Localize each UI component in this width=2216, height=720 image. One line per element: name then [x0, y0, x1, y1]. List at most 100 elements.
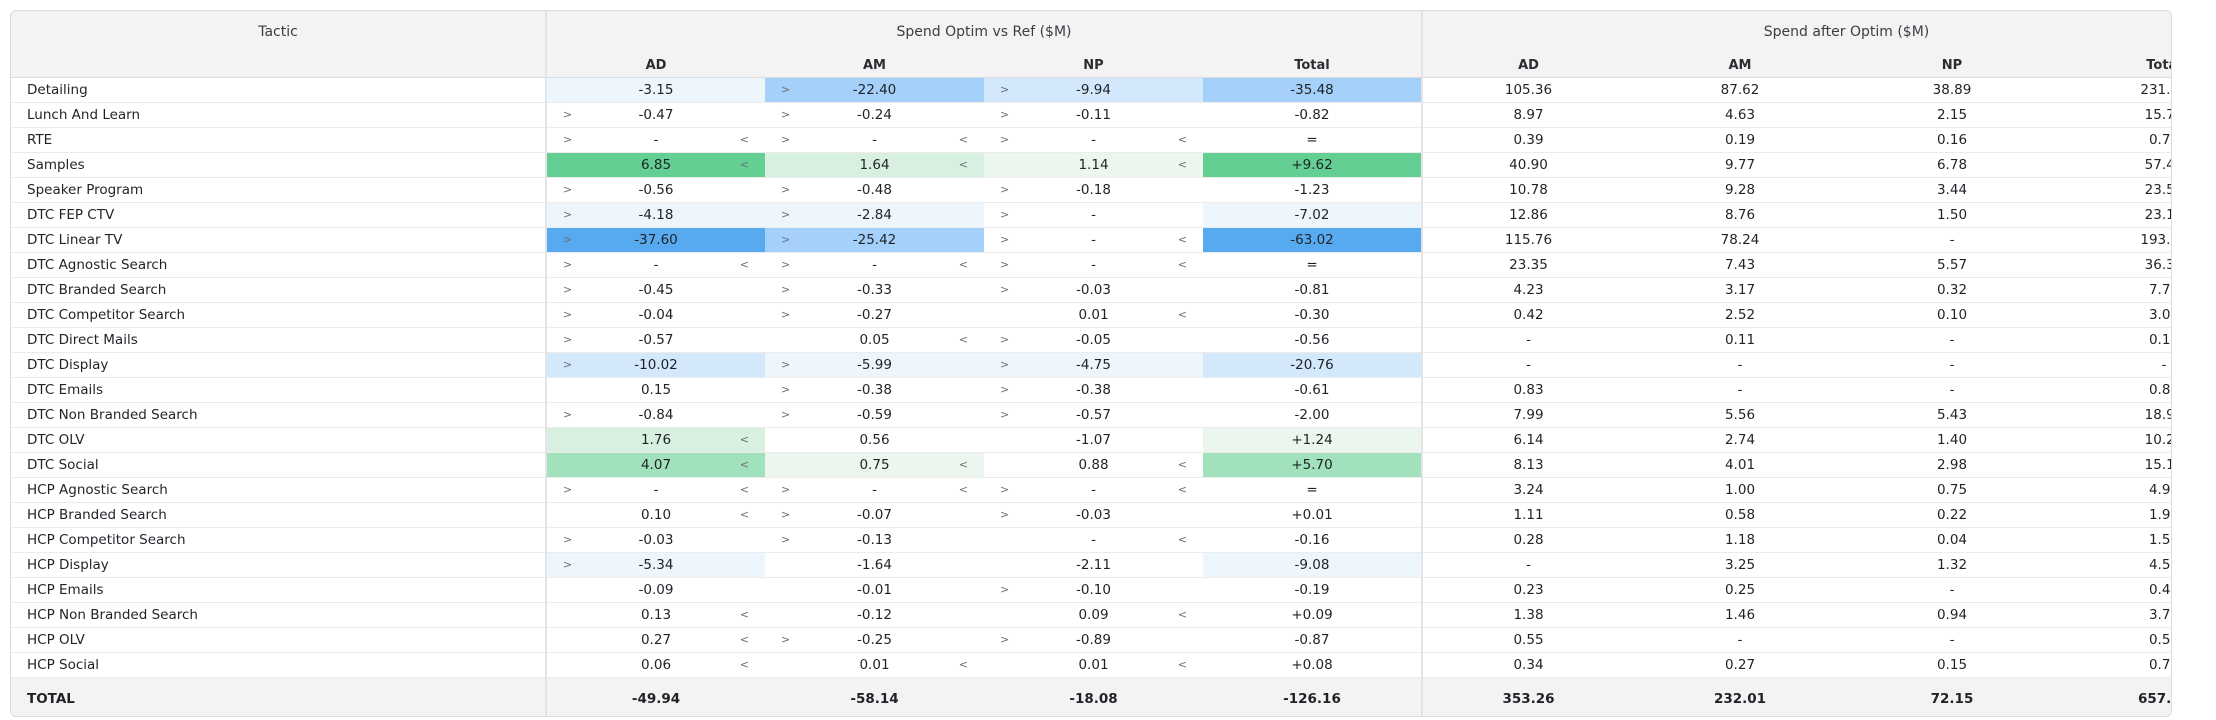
optim-cell-np[interactable]: 0.01 < — [984, 652, 1203, 678]
table-row[interactable]: DTC Non Branded Search > -0.84 > -0.59 > -0.57… — [11, 402, 2171, 428]
optim-cell-ad[interactable]: 0.13 < — [545, 602, 765, 628]
col-header-optim-np[interactable]: NP — [984, 53, 1203, 78]
optim-cell-am[interactable]: > - < — [765, 127, 984, 153]
decrease-arrow-icon[interactable]: < — [1177, 308, 1187, 321]
optim-cell-total[interactable]: +0.09 — [1203, 602, 1422, 628]
increase-arrow-icon[interactable]: > — [563, 408, 573, 421]
increase-arrow-icon[interactable]: > — [1000, 408, 1010, 421]
increase-arrow-icon[interactable]: > — [1000, 283, 1010, 296]
optim-cell-total[interactable]: -0.16 — [1203, 527, 1422, 553]
optim-cell-total[interactable]: -0.81 — [1203, 277, 1422, 303]
table-row[interactable]: DTC Social 4.07 <0.75 <0.88 < +5.70 8.13 4.01 2.… — [11, 452, 2171, 478]
decrease-arrow-icon[interactable]: < — [739, 258, 749, 271]
optim-cell-total[interactable]: -0.82 — [1203, 102, 1422, 128]
decrease-arrow-icon[interactable]: < — [739, 433, 749, 446]
increase-arrow-icon[interactable]: > — [781, 108, 791, 121]
increase-arrow-icon[interactable]: > — [563, 283, 573, 296]
optim-cell-am[interactable]: > - < — [765, 252, 984, 278]
optim-cell-ad[interactable]: > -0.47 — [545, 102, 765, 128]
optim-cell-np[interactable]: > - — [984, 202, 1203, 228]
optim-cell-total[interactable]: -63.02 — [1203, 227, 1422, 253]
increase-arrow-icon[interactable]: > — [1000, 183, 1010, 196]
col-header-optim-am[interactable]: AM — [765, 53, 984, 78]
optim-cell-np[interactable]: -1.07 — [984, 427, 1203, 453]
optim-cell-ad[interactable]: > - < — [545, 252, 765, 278]
optim-cell-am[interactable]: -0.12 — [765, 602, 984, 628]
increase-arrow-icon[interactable]: > — [563, 333, 573, 346]
optim-cell-ad[interactable]: 0.10 < — [545, 502, 765, 528]
optim-cell-ad[interactable]: > - < — [545, 477, 765, 503]
optim-cell-np[interactable]: > -0.57 — [984, 402, 1203, 428]
decrease-arrow-icon[interactable]: < — [1177, 608, 1187, 621]
increase-arrow-icon[interactable]: > — [1000, 583, 1010, 596]
increase-arrow-icon[interactable]: > — [781, 183, 791, 196]
increase-arrow-icon[interactable]: > — [781, 133, 791, 146]
increase-arrow-icon[interactable]: > — [1000, 633, 1010, 646]
optim-cell-np[interactable]: 0.09 < — [984, 602, 1203, 628]
increase-arrow-icon[interactable]: > — [781, 308, 791, 321]
col-header-after-ad[interactable]: AD — [1421, 53, 1634, 78]
optim-cell-total[interactable]: +0.08 — [1203, 652, 1422, 678]
optim-cell-ad[interactable]: > -5.34 — [545, 552, 765, 578]
increase-arrow-icon[interactable]: > — [563, 358, 573, 371]
optim-cell-total[interactable]: -2.00 — [1203, 402, 1422, 428]
increase-arrow-icon[interactable]: > — [781, 258, 791, 271]
decrease-arrow-icon[interactable]: < — [958, 458, 968, 471]
optim-cell-am[interactable]: 1.64 < — [765, 152, 984, 178]
optim-cell-total[interactable]: +1.24 — [1203, 427, 1422, 453]
optim-cell-total[interactable]: +9.62 — [1203, 152, 1422, 178]
table-row[interactable]: DTC FEP CTV > -4.18 > -2.84 > - -7.02 12.86 8.76 1… — [11, 202, 2171, 228]
increase-arrow-icon[interactable]: > — [563, 108, 573, 121]
optim-cell-ad[interactable]: -3.15 — [545, 77, 765, 103]
optim-cell-np[interactable]: > -0.05 — [984, 327, 1203, 353]
increase-arrow-icon[interactable]: > — [1000, 83, 1010, 96]
table-row[interactable]: DTC Direct Mails > -0.57 0.05 < > -0.05 -0.56-0… — [11, 327, 2171, 353]
decrease-arrow-icon[interactable]: < — [1177, 483, 1187, 496]
table-row[interactable]: HCP Emails -0.09 -0.01 > -0.10 -0.19 0.23 0.25-… — [11, 577, 2171, 603]
increase-arrow-icon[interactable]: > — [781, 283, 791, 296]
decrease-arrow-icon[interactable]: < — [739, 158, 749, 171]
decrease-arrow-icon[interactable]: < — [1177, 658, 1187, 671]
table-row[interactable]: Lunch And Learn > -0.47 > -0.24 > -0.11 -0.82 8.… — [11, 102, 2171, 128]
optim-cell-np[interactable]: > -0.89 — [984, 627, 1203, 653]
optim-cell-am[interactable]: > -0.48 — [765, 177, 984, 203]
optim-cell-np[interactable]: 0.88 < — [984, 452, 1203, 478]
increase-arrow-icon[interactable]: > — [563, 258, 573, 271]
optim-cell-total[interactable]: -0.87 — [1203, 627, 1422, 653]
increase-arrow-icon[interactable]: > — [563, 208, 573, 221]
optim-cell-np[interactable]: 1.14 < — [984, 152, 1203, 178]
optim-cell-ad[interactable]: > -4.18 — [545, 202, 765, 228]
optim-cell-ad[interactable]: 0.27 < — [545, 627, 765, 653]
optim-cell-total[interactable]: -9.08 — [1203, 552, 1422, 578]
optim-cell-np[interactable]: > -0.03 — [984, 502, 1203, 528]
table-row[interactable]: Samples 6.85 <1.64 <1.14 < +9.62 40.90 9.77 6.78… — [11, 152, 2171, 178]
optim-cell-ad[interactable]: > -0.45 — [545, 277, 765, 303]
optim-cell-ad[interactable]: > -37.60 — [545, 227, 765, 253]
optim-cell-ad[interactable]: > -0.56 — [545, 177, 765, 203]
increase-arrow-icon[interactable]: > — [1000, 508, 1010, 521]
optim-cell-am[interactable]: > -25.42 — [765, 227, 984, 253]
optim-cell-total[interactable]: = — [1203, 127, 1422, 153]
decrease-arrow-icon[interactable]: < — [1177, 158, 1187, 171]
table-row[interactable]: HCP Social 0.06 <0.01 <0.01 < +0.08 0.34 0.27 0.… — [11, 652, 2171, 678]
optim-cell-ad[interactable]: -0.09 — [545, 577, 765, 603]
optim-cell-am[interactable]: 0.05 < — [765, 327, 984, 353]
increase-arrow-icon[interactable]: > — [563, 533, 573, 546]
decrease-arrow-icon[interactable]: < — [958, 258, 968, 271]
decrease-arrow-icon[interactable]: < — [739, 458, 749, 471]
increase-arrow-icon[interactable]: > — [1000, 383, 1010, 396]
table-row[interactable]: Speaker Program > -0.56 > -0.48 > -0.18 -1.23 10… — [11, 177, 2171, 203]
increase-arrow-icon[interactable]: > — [563, 558, 573, 571]
table-row[interactable]: DTC Display > -10.02 > -5.99 > -4.75 -20.76- - - - — [11, 352, 2171, 378]
table-row[interactable]: DTC OLV 1.76 <0.56 -1.07 +1.24 6.14 2.74 1.40 10… — [11, 427, 2171, 453]
optim-cell-ad[interactable]: > -0.04 — [545, 302, 765, 328]
optim-cell-total[interactable]: -0.19 — [1203, 577, 1422, 603]
decrease-arrow-icon[interactable]: < — [739, 508, 749, 521]
optim-cell-total[interactable]: -0.56 — [1203, 327, 1422, 353]
optim-cell-ad[interactable]: > -0.03 — [545, 527, 765, 553]
optim-cell-am[interactable]: > -0.25 — [765, 627, 984, 653]
increase-arrow-icon[interactable]: > — [1000, 483, 1010, 496]
decrease-arrow-icon[interactable]: < — [739, 633, 749, 646]
table-row[interactable]: DTC Emails 0.15 > -0.38 > -0.38 -0.61 0.83- -0.8… — [11, 377, 2171, 403]
